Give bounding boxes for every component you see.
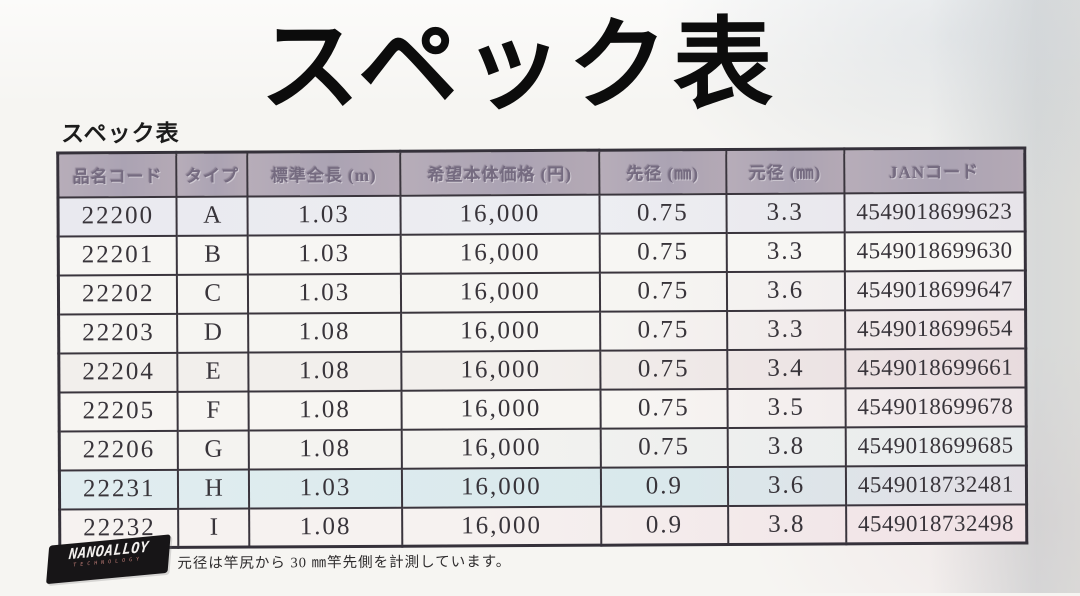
cell: 1.08: [248, 429, 402, 470]
cell: 3.6: [726, 270, 845, 311]
cell: 4549018699623: [844, 191, 1026, 232]
cell: 3.6: [727, 465, 846, 506]
cell: 4549018732481: [845, 464, 1027, 505]
cell: 22202: [58, 274, 178, 315]
table-row: 22204 E 1.08 16,000 0.75 3.4 4549018699661: [58, 347, 1026, 393]
cell: 0.75: [600, 427, 728, 468]
table-row: 22232 I 1.08 16,000 0.9 3.8 4549018732498: [59, 503, 1027, 549]
spec-table-body: 22200 A 1.03 16,000 0.75 3.3 4549018699623 2220…: [57, 191, 1027, 549]
cell: 16,000: [401, 467, 602, 508]
cell: 1.08: [248, 351, 402, 392]
page-title: スペック表: [259, 8, 779, 124]
cell: 3.8: [727, 504, 846, 545]
cell: 0.75: [600, 310, 727, 351]
table-row: 22205 F 1.08 16,000 0.75 3.5 4549018699678: [58, 386, 1027, 432]
cell: 3.3: [726, 309, 845, 350]
cell: 0.75: [599, 232, 727, 273]
table-row: 22200 A 1.03 16,000 0.75 3.3 4549018699623: [57, 191, 1026, 237]
cell: I: [178, 508, 250, 548]
table-row: 22231 H 1.03 16,000 0.9 3.6 4549018732481: [59, 464, 1027, 510]
column-header-0: 品名コード: [57, 152, 177, 198]
cell: 0.75: [599, 271, 727, 312]
cell: 0.75: [600, 349, 728, 390]
cell: B: [177, 235, 248, 275]
cell: E: [177, 352, 249, 392]
cell: 0.75: [600, 388, 728, 429]
footnote: 元径は竿尻から 30 ㎜竿先側を計測しています。: [177, 554, 512, 572]
spec-table: 品名コード タイプ 標準全長 (m) 希望本体価格 (円) 先径 (㎜) 元径 (㎜) JA…: [56, 146, 1029, 550]
spec-table-header: 品名コード タイプ 標準全長 (m) 希望本体価格 (円) 先径 (㎜) 元径 (㎜) JA…: [57, 147, 1025, 198]
cell: 16,000: [400, 272, 601, 313]
cell: A: [176, 196, 248, 236]
cell: 4549018732498: [845, 503, 1027, 544]
column-header-6: JANコード: [843, 147, 1025, 193]
cell: 22201: [58, 235, 178, 276]
header-row: 品名コード タイプ 標準全長 (m) 希望本体価格 (円) 先径 (㎜) 元径 (㎜) JA…: [57, 147, 1025, 198]
cell: 16,000: [400, 311, 601, 352]
table-row: 22202 C 1.03 16,000 0.75 3.6 4549018699647: [58, 269, 1026, 315]
cell: H: [178, 469, 250, 509]
cell: 1.03: [247, 234, 401, 275]
cell: 22203: [58, 313, 178, 354]
cell: 1.08: [248, 390, 402, 431]
cell: 22231: [59, 469, 179, 510]
cell: 22204: [58, 352, 178, 393]
cell: 4549018699654: [844, 308, 1026, 349]
column-header-4: 先径 (㎜): [599, 149, 727, 195]
cell: 4549018699630: [844, 230, 1026, 271]
cell: G: [178, 430, 249, 470]
table-row: 22201 B 1.03 16,000 0.75 3.3 4549018699630: [58, 230, 1026, 276]
cell: 0.75: [599, 193, 727, 234]
cell: 16,000: [401, 428, 601, 469]
cell: 4549018699647: [844, 269, 1026, 310]
column-header-5: 元径 (㎜): [725, 148, 845, 194]
cell: 22205: [58, 391, 179, 432]
column-header-1: タイプ: [176, 152, 248, 197]
cell: 4549018699678: [845, 386, 1027, 427]
cell: 16,000: [400, 233, 600, 274]
column-header-2: 標準全長 (m): [247, 151, 401, 197]
column-header-3: 希望本体価格 (円): [400, 150, 600, 196]
cell: 3.8: [727, 426, 846, 467]
cell: 1.03: [247, 273, 401, 314]
cell: 3.3: [726, 231, 845, 272]
cell: 0.9: [601, 505, 728, 546]
table-row: 22206 G 1.08 16,000 0.75 3.8 4549018699685: [59, 425, 1027, 471]
table-row: 22203 D 1.08 16,000 0.75 3.3 4549018699654: [58, 308, 1026, 354]
cell: 0.9: [600, 466, 728, 507]
cell: 1.03: [247, 195, 401, 236]
cell: 4549018699661: [844, 347, 1026, 388]
cell: 16,000: [401, 389, 601, 430]
cell: F: [177, 391, 249, 431]
cell: 3.5: [727, 387, 846, 428]
cell: 3.4: [726, 348, 846, 389]
cell: 1.08: [249, 507, 403, 548]
table-heading: スペック表: [61, 119, 180, 147]
cell: 1.03: [248, 468, 402, 509]
cell: 16,000: [401, 350, 601, 391]
cell: D: [177, 313, 249, 353]
cell: 3.3: [726, 192, 845, 233]
cell: 16,000: [400, 194, 600, 235]
cell: 22206: [59, 430, 179, 471]
cell: 16,000: [401, 506, 602, 547]
cell: 4549018699685: [845, 425, 1027, 466]
cell: 1.08: [248, 312, 402, 353]
cell: 22200: [57, 196, 178, 237]
cell: C: [177, 274, 249, 314]
